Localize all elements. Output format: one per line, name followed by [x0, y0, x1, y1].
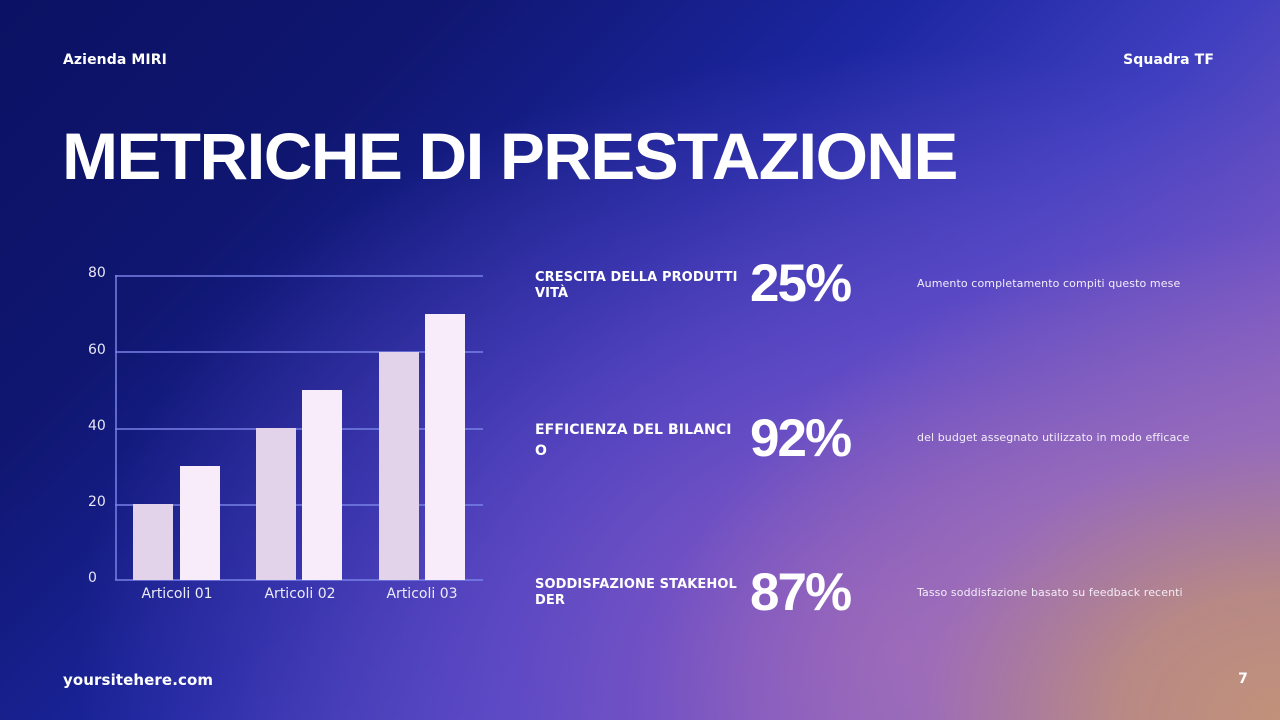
x-axis-line [115, 579, 483, 581]
y-tick-80: 80 [88, 265, 106, 281]
page-number: 7 [1238, 671, 1248, 687]
y-tick-0: 0 [88, 570, 97, 586]
metric-description: del budget assegnato utilizzato in modo … [917, 431, 1190, 444]
metric-label: CRESCITA DELLA PRODUTTIVITÀ [535, 270, 738, 301]
y-axis-line [115, 275, 117, 580]
metric-label: SODDISFAZIONE STAKEHOLDER [535, 577, 737, 608]
x-label-articoli-01: Articoli 01 [141, 586, 213, 602]
metric-label: EFFICIENZA DEL BILANCIO [535, 422, 732, 459]
bar-articoli-01-series-1 [133, 504, 173, 580]
team-name: Squadra TF [1123, 52, 1214, 68]
bar-articoli-02-series-2 [302, 390, 342, 580]
bar-chart: 80 60 40 20 0 Articoli 01 Articoli 02 Ar… [80, 262, 490, 612]
gridline [115, 275, 483, 277]
y-tick-20: 20 [88, 494, 106, 510]
gridline [115, 504, 483, 506]
bar-articoli-01-series-2 [180, 466, 220, 580]
page-title: METRICHE DI PRESTAZIONE [62, 119, 958, 193]
metric-description: Aumento completamento compiti questo mes… [917, 277, 1181, 290]
metric-value: 25% [750, 254, 852, 313]
gridline [115, 351, 483, 353]
metric-description: Tasso soddisfazione basato su feedback r… [917, 586, 1183, 599]
y-tick-40: 40 [88, 418, 106, 434]
metric-value: 92% [750, 409, 852, 468]
website-url: yoursitehere.com [63, 671, 214, 689]
metric-value: 87% [750, 563, 852, 622]
bar-articoli-03-series-2 [425, 314, 465, 580]
x-label-articoli-03: Articoli 03 [386, 586, 458, 602]
bar-articoli-02-series-1 [256, 428, 296, 580]
x-label-articoli-02: Articoli 02 [264, 586, 336, 602]
bar-articoli-03-series-1 [379, 352, 419, 580]
y-tick-60: 60 [88, 342, 106, 358]
company-name: Azienda MIRI [63, 52, 167, 68]
gridline [115, 428, 483, 430]
